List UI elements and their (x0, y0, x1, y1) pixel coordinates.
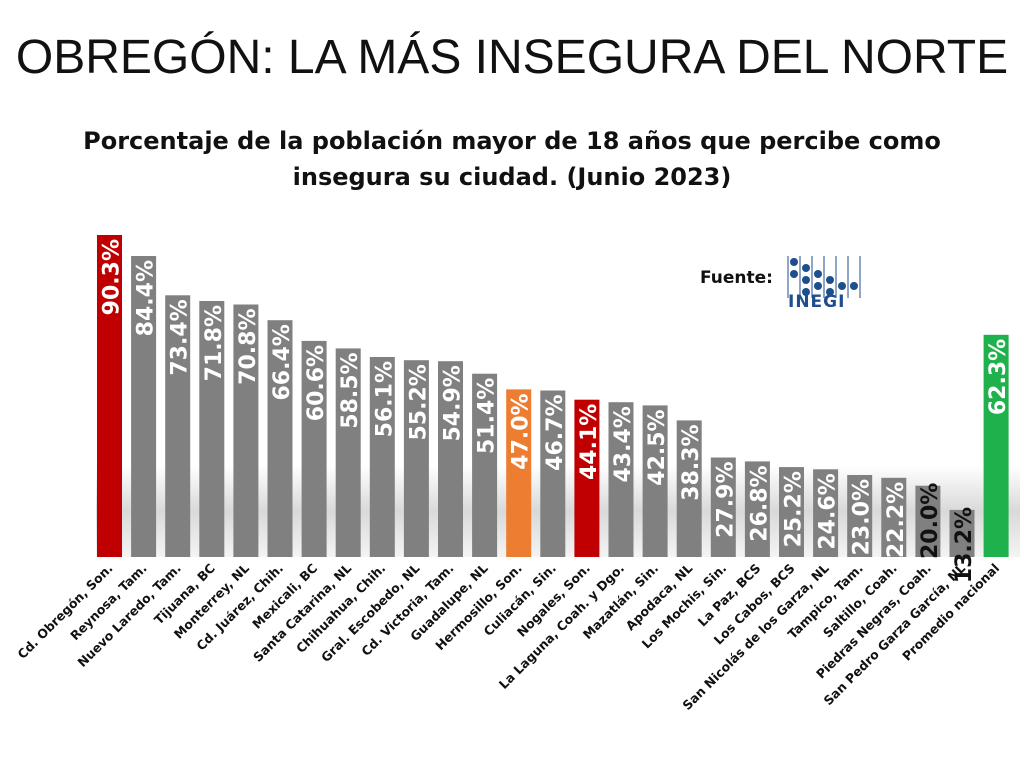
bar-value-label: 27.9% (713, 462, 738, 538)
bar (779, 467, 804, 557)
bar-value-label: 56.1% (372, 361, 397, 437)
bar-value-label: 46.7% (543, 395, 568, 471)
source-label: Fuente: (700, 268, 773, 288)
bar-value-label: 55.2% (406, 364, 431, 440)
bar (131, 256, 157, 557)
bar (97, 235, 122, 557)
category-labels-group: Cd. Obregón, Son.Reynosa, Tam.Nuevo Lare… (14, 560, 1002, 712)
bar-value-label: 22.2% (884, 482, 909, 558)
bar (472, 373, 498, 557)
bar-value-label: 84.4% (134, 260, 159, 336)
bar-value-label: 42.5% (645, 409, 670, 485)
bar (710, 457, 736, 557)
bar (813, 469, 839, 557)
bar (540, 390, 566, 557)
bar-value-label: 44.1% (577, 404, 602, 480)
bar-value-label: 73.4% (168, 299, 193, 375)
bar (881, 477, 907, 557)
bars-group (97, 235, 1009, 557)
bar-value-label: 38.3% (679, 424, 704, 500)
bar (301, 340, 327, 557)
bar-value-label: 60.6% (304, 345, 329, 421)
bar-labels-group: 90.3% 84.4% 73.4% 71.8% 70.8% 66.4% 60.6% 58.5%… (100, 239, 1012, 583)
bar-value-label: 47.0% (509, 393, 534, 469)
bar-value-label: 62.3% (986, 339, 1011, 415)
bar-value-label: 13.2% (952, 507, 977, 583)
chart-subtitle: Porcentaje de la población mayor de 18 a… (83, 127, 941, 191)
bar (949, 509, 975, 557)
bar (233, 304, 259, 557)
bar-value-label: 24.6% (816, 473, 841, 549)
bar (369, 357, 395, 557)
bar-value-label: 54.9% (441, 365, 466, 441)
inegi-logo-icon (787, 256, 861, 298)
bar-value-label: 20.0% (918, 483, 943, 559)
bar (403, 360, 429, 557)
bar (608, 402, 634, 557)
bar-value-label: 26.8% (747, 465, 772, 541)
bar-value-label: 70.8% (236, 309, 261, 385)
bar (744, 461, 770, 557)
bar-value-label: 23.0% (850, 479, 875, 555)
bar (335, 348, 361, 557)
page-title: OBREGÓN: LA MÁS INSEGURA DEL NORTE (15, 31, 1009, 84)
bar (267, 320, 293, 557)
bar-value-label: 71.8% (202, 305, 227, 381)
bar (438, 361, 463, 557)
bar (506, 389, 532, 557)
bar (915, 485, 941, 557)
bar-value-label: 25.2% (782, 471, 807, 547)
source-credit: Fuente: INEGI (700, 240, 870, 320)
bar (574, 399, 600, 557)
bar (676, 420, 702, 557)
bar-value-label: 90.3% (100, 239, 125, 315)
bar (165, 295, 191, 557)
bar (199, 301, 225, 557)
bar (983, 334, 1009, 557)
inegi-logo-text: INEGI (788, 292, 846, 312)
bar (642, 405, 668, 557)
bar-value-label: 43.4% (611, 406, 636, 482)
bar (847, 475, 873, 557)
bar-value-label: 51.4% (475, 378, 500, 454)
bar-value-label: 66.4% (270, 324, 295, 400)
bar-value-label: 58.5% (338, 352, 363, 428)
